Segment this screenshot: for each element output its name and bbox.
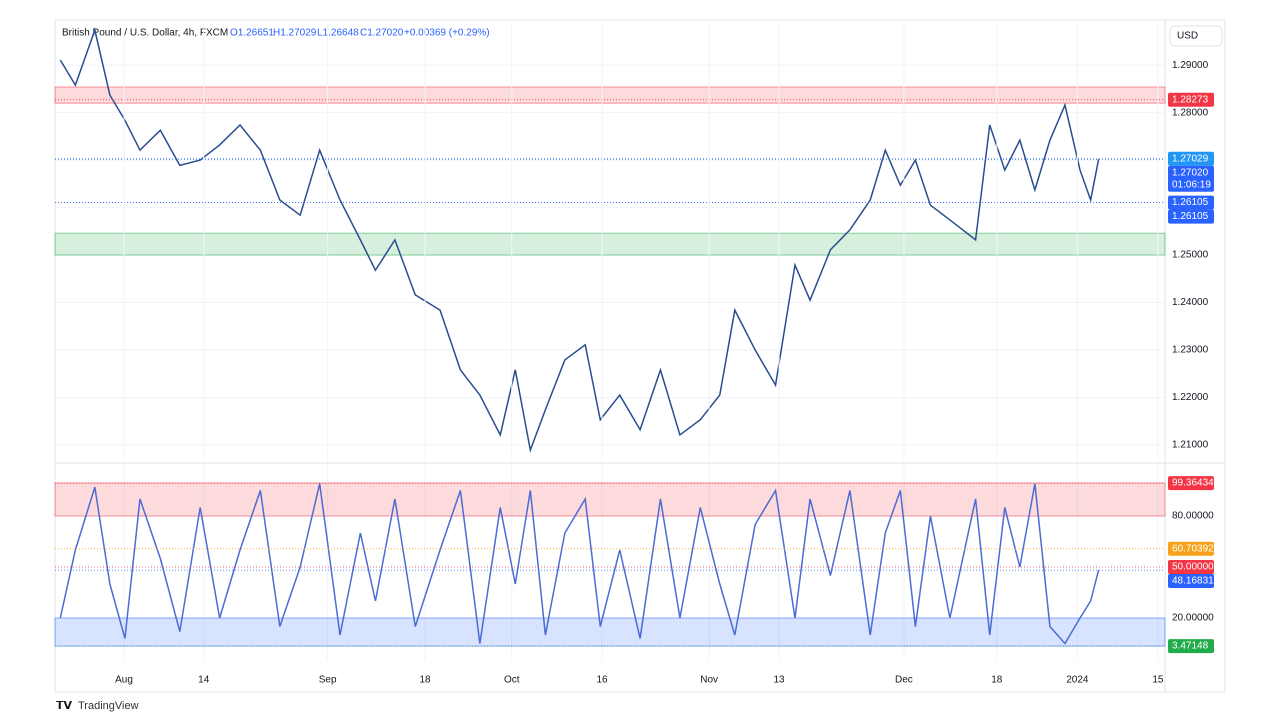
- zone: [54, 86, 1166, 104]
- zone: [54, 232, 1166, 256]
- currency-label[interactable]: USD: [1177, 31, 1198, 42]
- x-tick-label: 15: [1152, 675, 1164, 686]
- price-marker: [1168, 151, 1214, 166]
- brand-logo: 𝗧𝗩: [56, 700, 73, 712]
- price-marker-label: 1.27020: [1172, 167, 1209, 178]
- price-marker: [1168, 574, 1214, 589]
- ohlc-change: +0.00369 (+0.29%): [404, 28, 490, 39]
- price-marker: [1168, 541, 1214, 556]
- y-tick-label: 1.21000: [1172, 440, 1209, 451]
- price-marker-label: 48.16831: [1172, 576, 1214, 587]
- price-marker: [1168, 209, 1214, 224]
- countdown-label: 01:06:19: [1172, 179, 1211, 190]
- zone: [54, 482, 1166, 517]
- price-marker: [1168, 92, 1214, 107]
- price-marker: [1168, 195, 1214, 210]
- x-tick-label: Oct: [504, 675, 520, 686]
- price-marker-label: 50.00000: [1172, 562, 1214, 573]
- zone: [54, 617, 1166, 647]
- symbol-title: British Pound / U.S. Dollar, 4h, FXCM: [62, 28, 228, 39]
- price-marker-label: 1.27029: [1172, 153, 1209, 164]
- x-tick-label: Dec: [895, 675, 913, 686]
- x-tick-label: 14: [198, 675, 210, 686]
- price-marker-label: 99.36434: [1172, 478, 1214, 489]
- frame: [54, 19, 1226, 693]
- price-marker-label: 60.70392: [1172, 543, 1214, 554]
- price-marker-label: 1.28273: [1172, 94, 1209, 105]
- price-marker: [1168, 476, 1214, 491]
- x-tick-label: Nov: [700, 675, 718, 686]
- brand: TradingView: [78, 700, 139, 712]
- ohlc-open: O1.26651: [230, 28, 274, 39]
- price-marker-label: 1.26105: [1172, 197, 1209, 208]
- y-tick-label: 80.00000: [1172, 511, 1214, 522]
- price-marker-label: 1.26105: [1172, 211, 1209, 222]
- price-marker: [1168, 165, 1214, 192]
- x-tick-label: 13: [774, 675, 786, 686]
- ohlc-high: H1.27029: [273, 28, 317, 39]
- price-marker: [1168, 639, 1214, 654]
- y-tick-label: 1.29000: [1172, 60, 1209, 71]
- y-tick-label: 20.00000: [1172, 613, 1214, 624]
- y-tick-label: 1.23000: [1172, 345, 1209, 356]
- price-marker: [1168, 560, 1214, 575]
- ohlc-close: C1.27020: [360, 28, 404, 39]
- currency-button[interactable]: [1169, 25, 1223, 47]
- x-tick-label: Sep: [319, 675, 337, 686]
- y-tick-label: 1.24000: [1172, 297, 1209, 308]
- x-tick-label: Aug: [115, 675, 133, 686]
- x-tick-label: 2024: [1066, 675, 1089, 686]
- y-tick-label: 1.28000: [1172, 107, 1209, 118]
- series-line: [59, 483, 1100, 645]
- x-tick-label: 16: [596, 675, 608, 686]
- series-line: [59, 27, 1100, 453]
- x-tick-label: 18: [419, 675, 431, 686]
- price-marker-label: 3.47148: [1172, 641, 1209, 652]
- x-tick-label: 18: [991, 675, 1003, 686]
- y-tick-label: 1.25000: [1172, 250, 1209, 261]
- y-tick-label: 1.22000: [1172, 392, 1209, 403]
- ohlc-low: L1.26648: [317, 28, 359, 39]
